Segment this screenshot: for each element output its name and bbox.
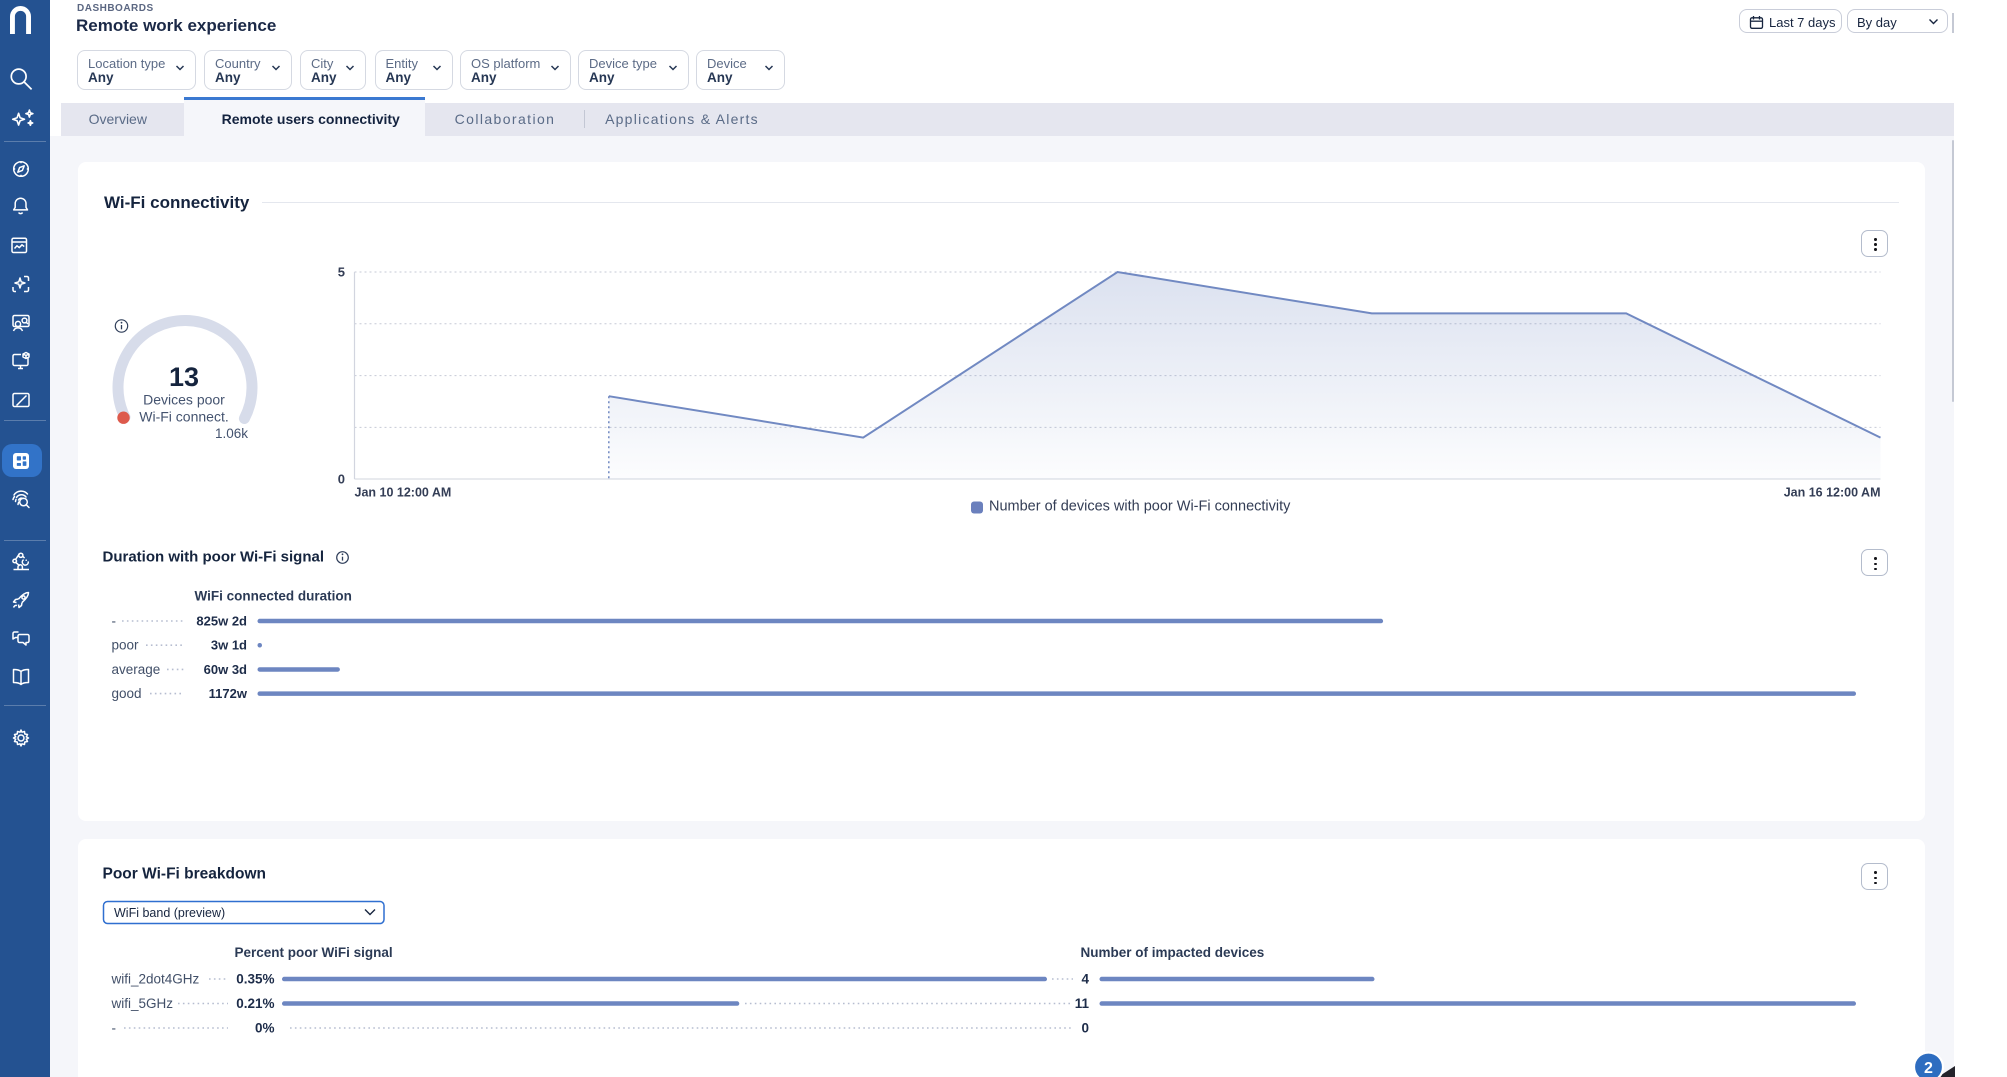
svg-text:poor: poor (111, 638, 139, 653)
svg-text:Jan 10 12:00 AM: Jan 10 12:00 AM (354, 486, 451, 500)
svg-text:4: 4 (1081, 972, 1089, 987)
svg-text:2: 2 (1924, 1060, 1933, 1077)
svg-text:-: - (111, 614, 116, 629)
svg-text:0.35%: 0.35% (236, 972, 274, 987)
svg-text:Poor Wi-Fi breakdown: Poor Wi-Fi breakdown (102, 866, 265, 883)
svg-text:0.21%: 0.21% (236, 996, 274, 1011)
svg-text:1.06k: 1.06k (214, 426, 247, 441)
svg-text:5: 5 (337, 265, 344, 280)
svg-text:good: good (111, 686, 141, 701)
svg-text:0%: 0% (254, 1021, 274, 1036)
svg-text:average: average (111, 662, 160, 677)
svg-text:WiFi band (preview): WiFi band (preview) (114, 906, 225, 920)
svg-text:825w 2d: 825w 2d (196, 614, 247, 629)
svg-text:WiFi connected duration: WiFi connected duration (194, 589, 351, 604)
svg-text:Wi-Fi connectivity: Wi-Fi connectivity (104, 193, 250, 212)
svg-text:3w 1d: 3w 1d (210, 638, 246, 653)
svg-text:Number of impacted devices: Number of impacted devices (1080, 945, 1264, 960)
svg-text:11: 11 (1074, 996, 1089, 1011)
svg-text:Wi-Fi connect.: Wi-Fi connect. (139, 409, 228, 425)
svg-text:1172w: 1172w (208, 686, 247, 701)
svg-text:Jan 16 12:00 AM: Jan 16 12:00 AM (1783, 486, 1880, 500)
svg-text:0: 0 (1081, 1021, 1089, 1036)
svg-text:60w 3d: 60w 3d (203, 662, 246, 677)
svg-text:13: 13 (168, 362, 198, 392)
svg-text:wifi_5GHz: wifi_5GHz (110, 996, 173, 1011)
svg-text:Devices poor: Devices poor (143, 392, 225, 408)
svg-text:0: 0 (337, 472, 344, 487)
svg-text:-: - (111, 1021, 116, 1036)
svg-text:wifi_2dot4GHz: wifi_2dot4GHz (110, 972, 199, 987)
svg-text:Duration with poor Wi-Fi signa: Duration with poor Wi-Fi signal (102, 549, 324, 566)
svg-text:Percent poor WiFi signal: Percent poor WiFi signal (234, 945, 392, 960)
svg-text:Number of devices with poor Wi: Number of devices with poor Wi-Fi connec… (989, 499, 1291, 515)
